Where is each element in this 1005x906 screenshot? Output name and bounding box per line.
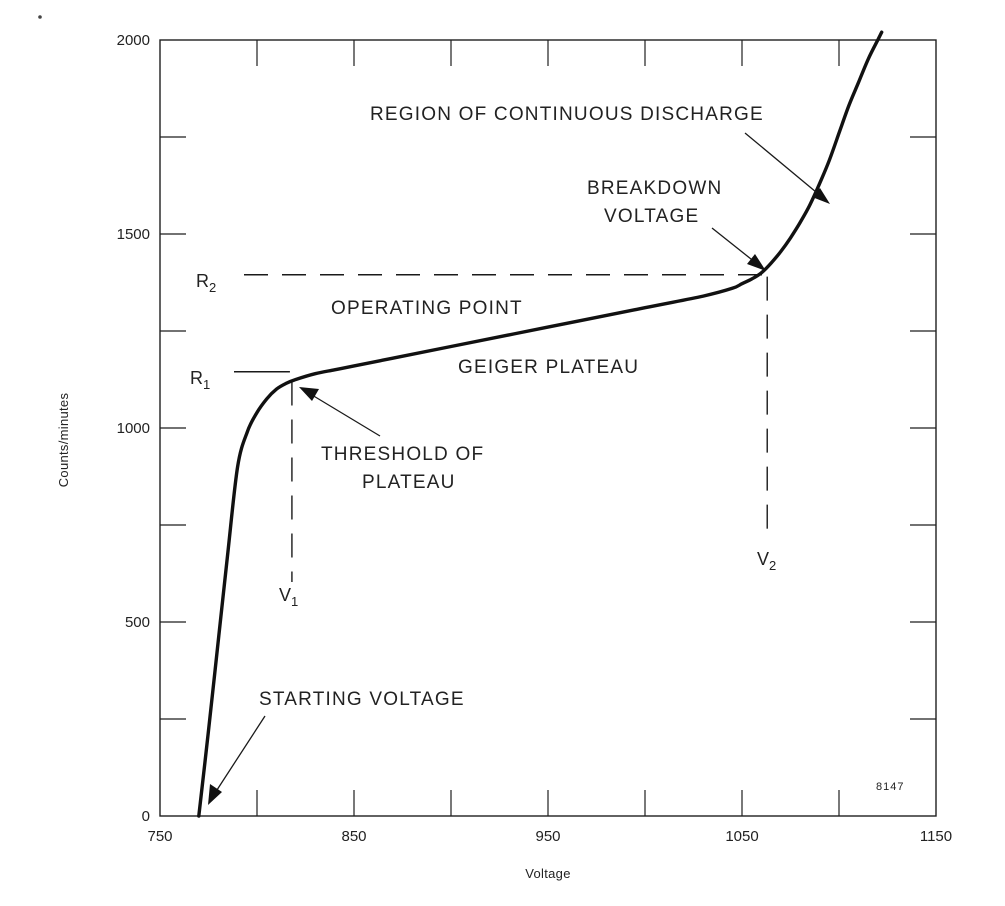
r1-label: R1	[190, 368, 210, 392]
v2-label: V2	[757, 549, 776, 573]
breakdown-annotation-line2: VOLTAGE	[604, 206, 699, 227]
starting-voltage-leader	[214, 715, 266, 794]
continuous-discharge-leader	[744, 132, 823, 198]
threshold-annotation-line2: PLATEAU	[362, 472, 456, 493]
geiger-plateau-annotation: GEIGER PLATEAU	[458, 357, 639, 378]
y-axis-title: Counts/minutes	[56, 393, 71, 488]
threshold-arrowhead	[299, 387, 319, 401]
axis-tick-labels: 750 850 950 1050 1150 0 500 1000 1500 2000	[117, 32, 953, 845]
starting-voltage-arrowhead	[208, 784, 222, 805]
y-tick-label: 1000	[117, 420, 150, 437]
figure-number: 8147	[876, 781, 904, 793]
axis-ticks	[160, 40, 936, 816]
count-rate-curve	[197, 30, 884, 818]
x-tick-label: 750	[147, 828, 172, 845]
y-tick-label: 1500	[117, 226, 150, 243]
x-tick-label: 1150	[920, 828, 952, 845]
y-tick-label: 0	[142, 808, 150, 825]
x-tick-label: 950	[535, 828, 560, 845]
x-axis-title: Voltage	[525, 866, 570, 881]
r2-label: R2	[196, 271, 216, 295]
corner-dot	[38, 15, 42, 19]
continuous-discharge-arrowhead	[812, 188, 830, 204]
continuous-discharge-annotation: REGION OF CONTINUOUS DISCHARGE	[370, 104, 764, 125]
x-tick-label: 850	[341, 828, 366, 845]
breakdown-annotation-line1: BREAKDOWN	[587, 178, 722, 199]
breakdown-arrowhead	[747, 254, 766, 271]
y-tick-label: 2000	[117, 32, 150, 49]
starting-voltage-annotation: STARTING VOLTAGE	[259, 689, 465, 710]
v1-label: V1	[279, 585, 298, 609]
operating-point-annotation: OPERATING POINT	[331, 298, 523, 319]
breakdown-leader	[711, 227, 757, 264]
threshold-leader	[311, 394, 381, 437]
threshold-annotation-line1: THRESHOLD OF	[321, 444, 484, 465]
y-tick-label: 500	[125, 614, 150, 631]
x-tick-label: 1050	[725, 828, 758, 845]
